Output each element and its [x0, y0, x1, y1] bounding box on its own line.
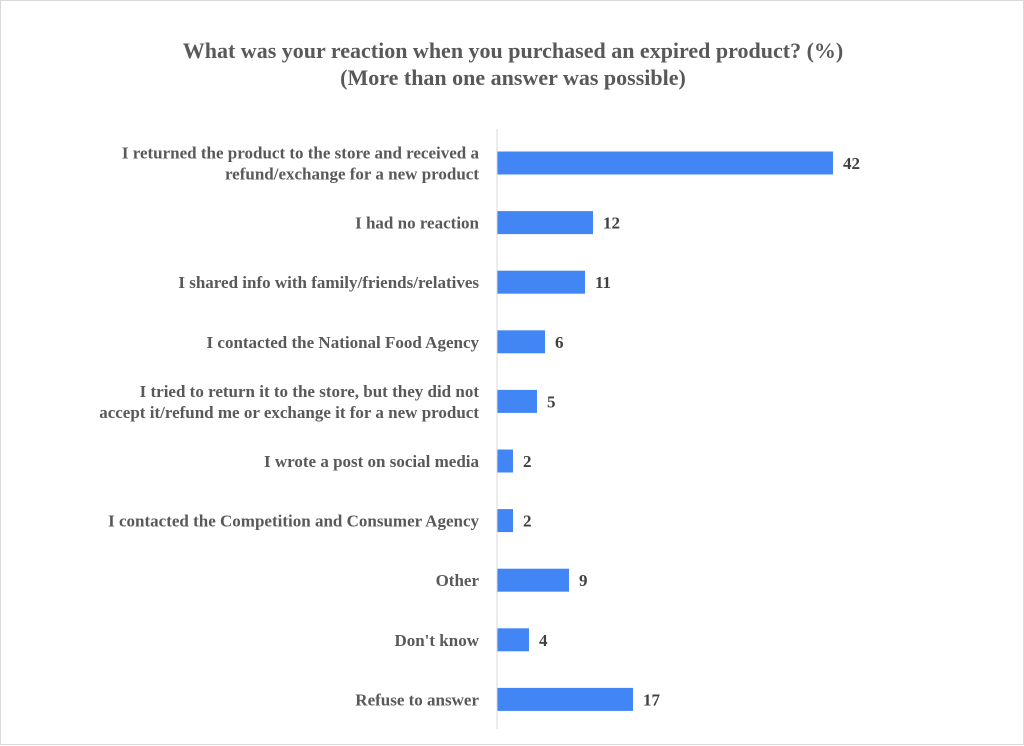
- value-label-7: 9: [579, 571, 588, 590]
- value-label-3: 6: [555, 333, 564, 352]
- value-label-2: 11: [595, 273, 611, 292]
- bar-8: [497, 628, 529, 652]
- category-label-6: I contacted the Competition and Consumer…: [108, 512, 479, 531]
- category-label-2: I shared info with family/friends/relati…: [178, 273, 479, 292]
- bar-3: [497, 330, 545, 354]
- value-label-6: 2: [523, 512, 532, 531]
- bar-5: [497, 449, 513, 473]
- category-label-5: I wrote a post on social media: [264, 452, 480, 471]
- value-label-8: 4: [539, 631, 548, 650]
- bar-2: [497, 270, 585, 294]
- chart-subtitle: (More than one answer was possible): [340, 65, 686, 90]
- bars-layer: [497, 151, 833, 711]
- bar-1: [497, 211, 593, 235]
- category-label-4-line-0: I tried to return it to the store, but t…: [140, 382, 480, 401]
- category-label-3: I contacted the National Food Agency: [207, 333, 480, 352]
- category-label-7: Other: [436, 571, 480, 590]
- category-label-1: I had no reaction: [355, 214, 479, 233]
- value-labels-layer: 42 12 11 6 5 2 2 9 4 17: [523, 154, 860, 709]
- value-label-9: 17: [643, 690, 661, 709]
- chart-title: What was your reaction when you purchase…: [182, 38, 844, 63]
- value-label-5: 2: [523, 452, 532, 471]
- bar-7: [497, 568, 569, 592]
- category-labels-layer: I returned the product to the store and …: [99, 144, 479, 710]
- category-label-9: Refuse to answer: [355, 690, 479, 709]
- category-label-8: Don't know: [394, 631, 479, 650]
- value-label-0: 42: [843, 154, 860, 173]
- bar-9: [497, 687, 633, 711]
- bar-4: [497, 389, 537, 413]
- bar-6: [497, 509, 513, 533]
- category-label-0-line-0: I returned the product to the store and …: [122, 144, 480, 163]
- value-label-1: 12: [603, 214, 620, 233]
- category-label-4-line-1: accept it/refund me or exchange it for a…: [99, 403, 479, 422]
- category-label-0-line-1: refund/exchange for a new product: [225, 165, 479, 184]
- bar-0: [497, 151, 833, 175]
- value-label-4: 5: [547, 392, 556, 411]
